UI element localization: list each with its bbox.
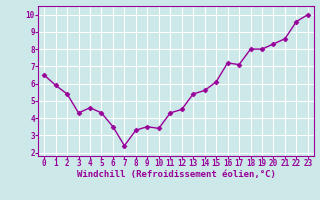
X-axis label: Windchill (Refroidissement éolien,°C): Windchill (Refroidissement éolien,°C) [76,170,276,179]
